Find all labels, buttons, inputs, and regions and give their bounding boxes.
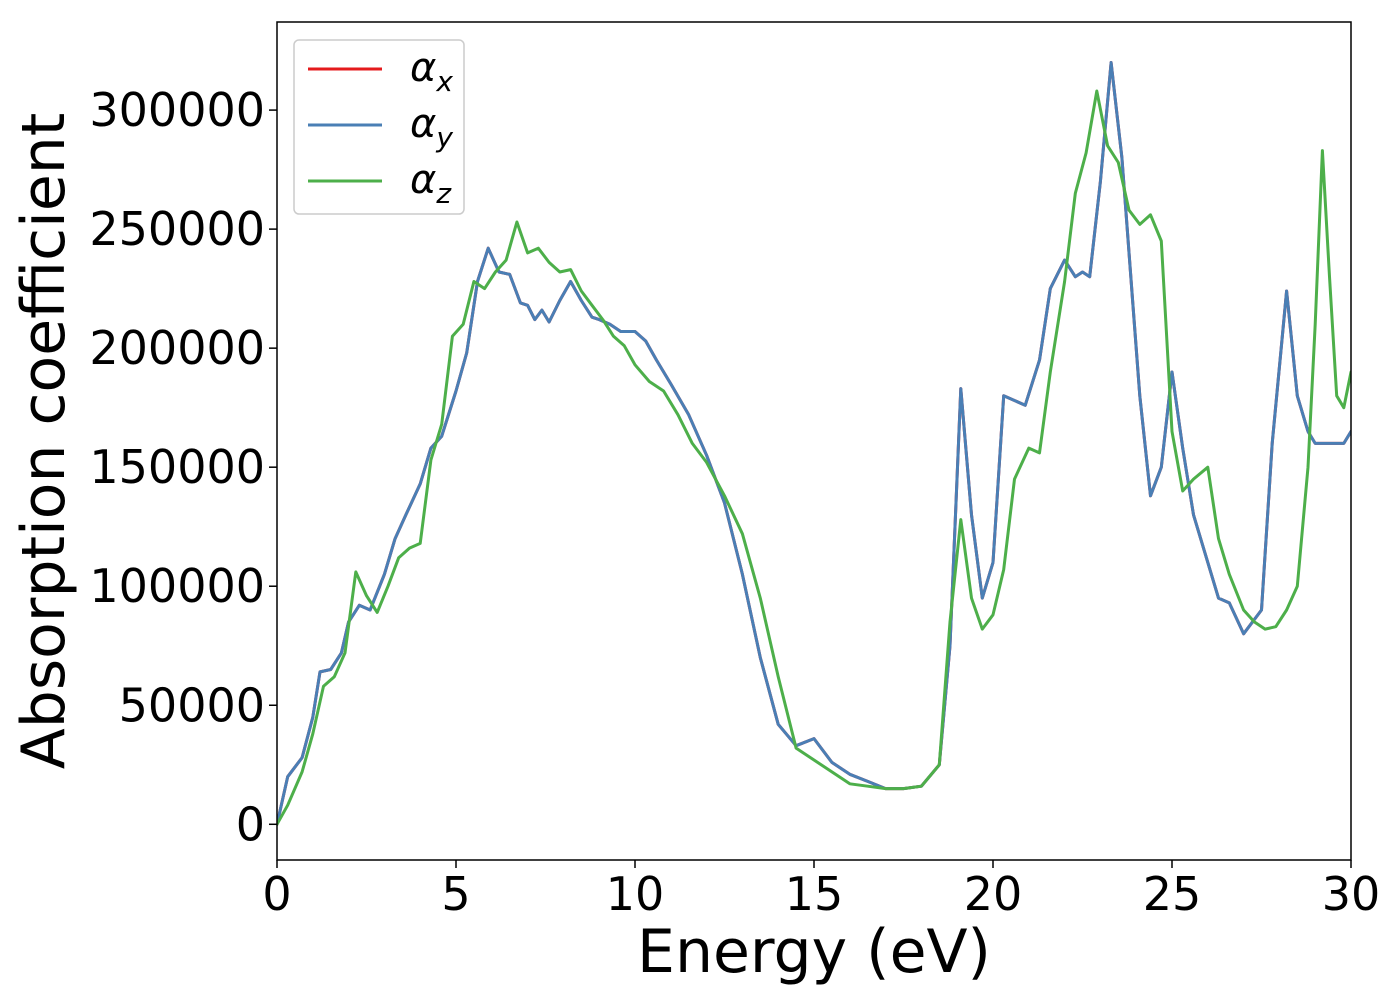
legend-box [293,39,465,215]
x-axis: 0 5 10 15 20 25 30 [262,860,1380,921]
x-tick-label: 0 [262,867,291,921]
series-layer [277,61,1351,826]
x-tick-label: 20 [964,867,1023,921]
y-axis: 0 50000 100000 150000 200000 250000 300000 [89,83,277,851]
legend-label-x: αx [410,45,453,98]
y-axis-label: Absorption coefficient [9,113,79,770]
y-tick-label: 150000 [89,440,265,494]
x-tick-label: 10 [606,867,665,921]
series-line-y [277,61,1351,826]
x-tick-label: 5 [441,867,470,921]
y-tick-label: 0 [236,797,265,851]
legend-label-z: αz [410,157,452,210]
x-axis-label: Energy (eV) [637,917,991,987]
series-line-z [277,89,1351,826]
y-tick-label: 100000 [89,559,265,613]
y-tick-label: 300000 [89,83,265,137]
y-tick-label: 50000 [119,678,265,732]
y-tick-label: 200000 [89,321,265,375]
x-tick-label: 15 [785,867,844,921]
x-tick-label: 30 [1322,867,1381,921]
y-tick-label: 250000 [89,202,265,256]
legend-label-y: αy [410,101,453,154]
x-tick-label: 25 [1143,867,1202,921]
